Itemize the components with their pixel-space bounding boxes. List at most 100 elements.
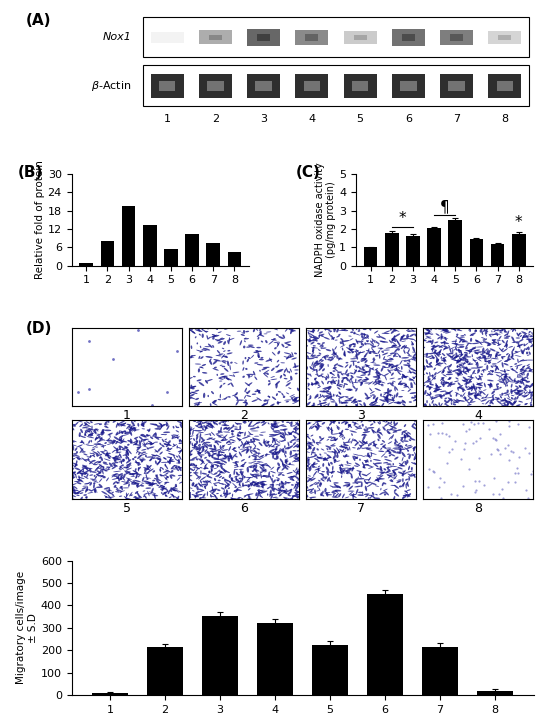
Ellipse shape (331, 445, 336, 447)
Ellipse shape (497, 360, 502, 363)
Point (460, 443, 469, 455)
Ellipse shape (366, 350, 371, 352)
Ellipse shape (283, 429, 287, 431)
Ellipse shape (280, 429, 285, 431)
Ellipse shape (526, 394, 530, 397)
Ellipse shape (213, 400, 217, 403)
Ellipse shape (328, 332, 331, 337)
Ellipse shape (85, 444, 89, 445)
Ellipse shape (366, 482, 368, 484)
Ellipse shape (398, 380, 402, 385)
Ellipse shape (367, 374, 371, 376)
Point (172, 345, 181, 356)
Ellipse shape (273, 432, 279, 433)
Ellipse shape (368, 445, 370, 447)
Ellipse shape (234, 426, 238, 427)
Ellipse shape (375, 369, 379, 374)
Ellipse shape (426, 359, 428, 364)
Ellipse shape (320, 404, 322, 407)
Ellipse shape (458, 366, 464, 369)
Ellipse shape (188, 430, 191, 434)
Ellipse shape (170, 458, 171, 461)
Ellipse shape (275, 366, 278, 368)
Ellipse shape (350, 375, 354, 378)
Ellipse shape (490, 383, 493, 387)
Ellipse shape (160, 424, 162, 426)
Ellipse shape (431, 345, 439, 347)
Ellipse shape (74, 489, 76, 494)
Ellipse shape (437, 386, 442, 388)
Ellipse shape (391, 345, 396, 347)
Ellipse shape (311, 356, 318, 358)
Point (511, 476, 520, 488)
Ellipse shape (176, 455, 178, 458)
Ellipse shape (457, 358, 463, 363)
Ellipse shape (306, 442, 313, 444)
Ellipse shape (322, 348, 327, 349)
Ellipse shape (236, 435, 241, 437)
Ellipse shape (136, 473, 138, 479)
Ellipse shape (511, 395, 514, 396)
Ellipse shape (289, 431, 294, 435)
Ellipse shape (234, 466, 239, 468)
Ellipse shape (519, 385, 521, 387)
Ellipse shape (375, 369, 378, 370)
Ellipse shape (319, 400, 321, 402)
Ellipse shape (116, 432, 119, 436)
Ellipse shape (123, 467, 129, 468)
Ellipse shape (202, 428, 204, 431)
Ellipse shape (164, 420, 170, 421)
Ellipse shape (81, 472, 83, 477)
Ellipse shape (370, 395, 372, 397)
Ellipse shape (442, 328, 444, 331)
Ellipse shape (222, 366, 225, 367)
Ellipse shape (449, 327, 456, 330)
Ellipse shape (161, 424, 166, 427)
Ellipse shape (225, 486, 227, 489)
Ellipse shape (283, 447, 284, 453)
Ellipse shape (354, 369, 357, 371)
X-axis label: 1: 1 (123, 409, 131, 422)
Point (520, 442, 529, 454)
Ellipse shape (467, 369, 469, 371)
Ellipse shape (252, 476, 256, 477)
Ellipse shape (348, 438, 350, 442)
Ellipse shape (147, 441, 152, 443)
Ellipse shape (324, 488, 327, 492)
Ellipse shape (444, 329, 447, 332)
Ellipse shape (74, 468, 80, 471)
Ellipse shape (466, 380, 467, 386)
Ellipse shape (239, 431, 241, 434)
Ellipse shape (408, 366, 410, 368)
Ellipse shape (485, 331, 487, 334)
Ellipse shape (171, 488, 175, 491)
Ellipse shape (393, 431, 397, 433)
Ellipse shape (137, 455, 142, 459)
Ellipse shape (319, 332, 323, 334)
Ellipse shape (499, 348, 503, 352)
Ellipse shape (286, 434, 288, 435)
Ellipse shape (76, 451, 78, 453)
Ellipse shape (118, 476, 119, 480)
Bar (498, 35, 512, 40)
Ellipse shape (441, 381, 442, 384)
Ellipse shape (194, 473, 200, 478)
Ellipse shape (119, 445, 121, 450)
Ellipse shape (174, 496, 180, 500)
Ellipse shape (168, 492, 169, 494)
Ellipse shape (290, 329, 293, 334)
Ellipse shape (98, 472, 101, 473)
Ellipse shape (433, 403, 435, 408)
Ellipse shape (434, 403, 438, 406)
Ellipse shape (404, 345, 407, 350)
Ellipse shape (355, 457, 358, 459)
Ellipse shape (250, 450, 252, 454)
Ellipse shape (82, 426, 89, 429)
Ellipse shape (393, 369, 397, 371)
Ellipse shape (524, 370, 528, 371)
Ellipse shape (120, 423, 126, 425)
Ellipse shape (70, 486, 74, 489)
Ellipse shape (355, 463, 360, 466)
Ellipse shape (293, 458, 296, 459)
Ellipse shape (123, 459, 125, 462)
